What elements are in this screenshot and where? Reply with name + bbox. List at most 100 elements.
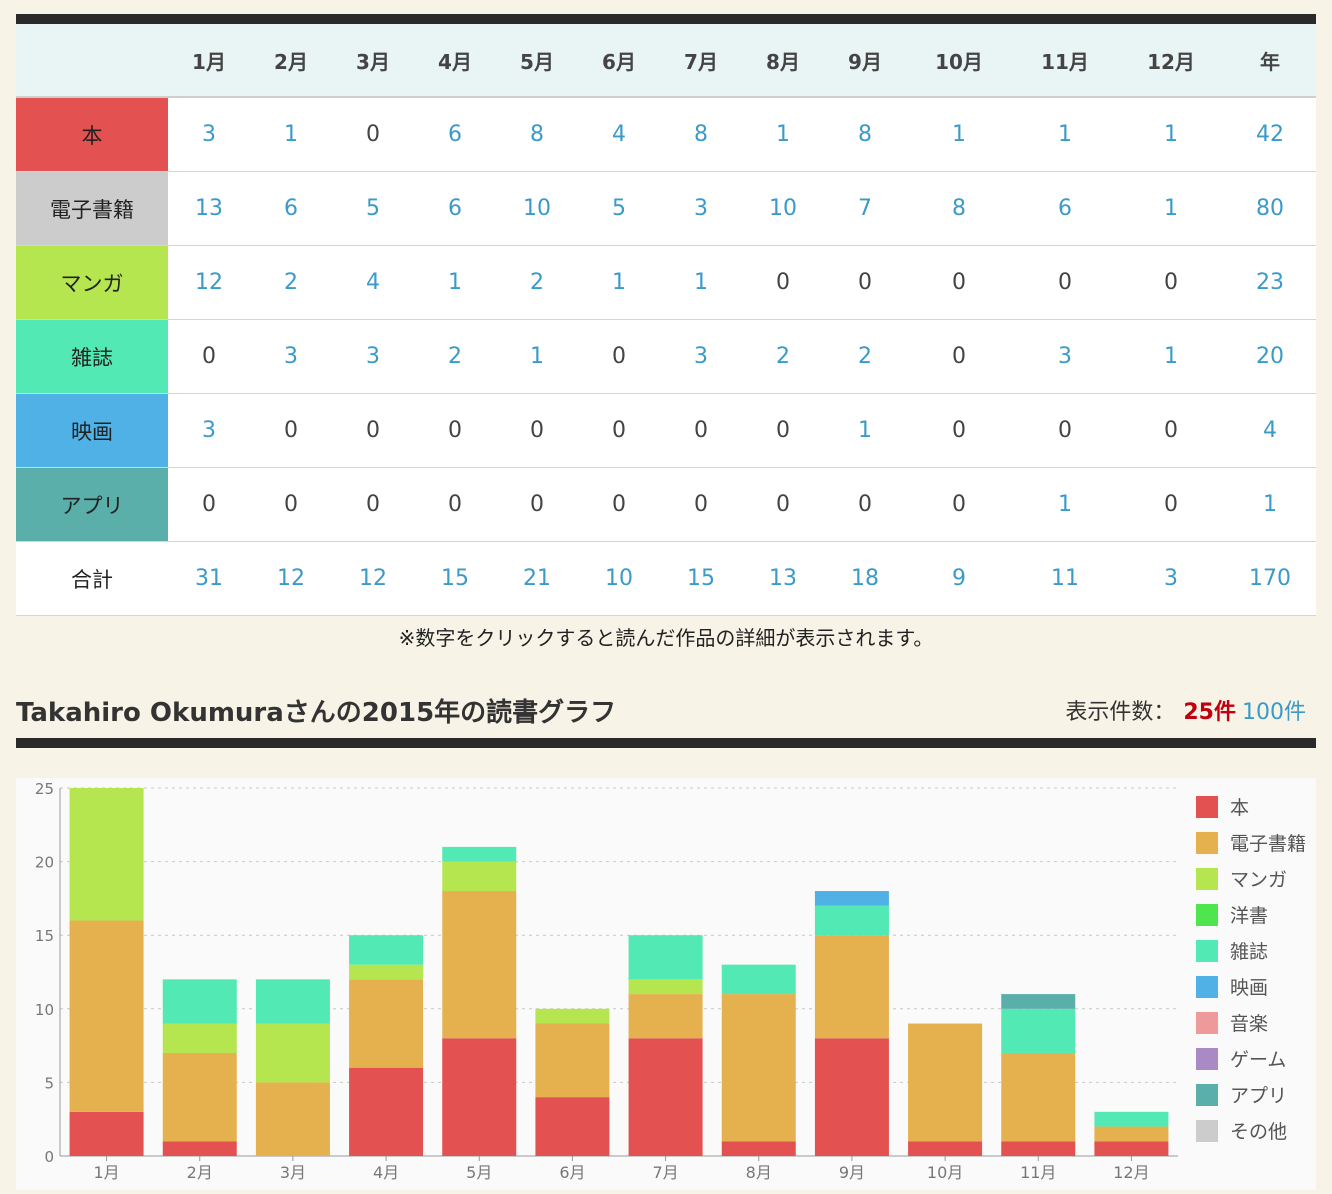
legend-swatch [1196,868,1218,890]
count-cell: 0 [1118,467,1224,542]
count-cell[interactable]: 1 [578,245,660,320]
count-cell[interactable]: 7 [824,171,906,246]
count-cell: 0 [168,319,250,394]
bar-segment [1094,1141,1169,1156]
count-cell[interactable]: 1 [660,245,742,320]
click-hint-note: ※数字をクリックすると読んだ作品の詳細が表示されます。 [398,626,934,650]
bar-segment [908,1023,983,1142]
x-tick-label: 12月 [1113,1163,1149,1182]
count-cell[interactable]: 5 [332,171,414,246]
bar-segment [162,1023,237,1053]
count-cell[interactable]: 1 [1224,467,1316,542]
reading-chart: 0 5 10 15 20 25 1月 2月 3月 4月 5月 6月 7月 8月 9月 10月 11月 12月 本電子… [16,778,1316,1190]
count-cell[interactable]: 13 [168,171,250,246]
count-cell[interactable]: 11 [1012,541,1118,616]
count-cell[interactable]: 3 [250,319,332,394]
count-cell[interactable]: 15 [414,541,496,616]
count-option-25: 25件 [1183,700,1236,725]
count-cell[interactable]: 12 [332,541,414,616]
count-cell[interactable]: 21 [496,541,578,616]
count-cell[interactable]: 6 [250,171,332,246]
count-cell[interactable]: 6 [1012,171,1118,246]
count-cell[interactable]: 80 [1224,171,1316,246]
bar-segment [814,935,889,1039]
count-cell[interactable]: 42 [1224,97,1316,172]
count-cell[interactable]: 2 [250,245,332,320]
count-cell[interactable]: 4 [578,97,660,172]
count-cell: 0 [496,467,578,542]
count-cell[interactable]: 1 [824,393,906,468]
count-cell[interactable]: 8 [906,171,1012,246]
legend-swatch [1196,940,1218,962]
count-cell[interactable]: 1 [250,97,332,172]
bar-segment [255,979,330,1024]
count-cell[interactable]: 8 [496,97,578,172]
count-cell[interactable]: 31 [168,541,250,616]
count-cell[interactable]: 2 [414,319,496,394]
count-cell[interactable]: 3 [1118,541,1224,616]
count-cell[interactable]: 3 [168,97,250,172]
category-label: 雑誌 [16,319,168,394]
bar-segment [814,905,889,936]
bar-segment [162,1141,237,1156]
count-cell: 0 [332,393,414,468]
bar-segment [628,935,703,980]
count-cell[interactable]: 10 [496,171,578,246]
count-cell[interactable]: 4 [332,245,414,320]
count-cell[interactable]: 9 [906,541,1012,616]
count-cell[interactable]: 1 [414,245,496,320]
count-cell: 0 [1012,393,1118,468]
bar-segment [721,1141,796,1156]
count-cell[interactable]: 1 [742,97,824,172]
top-divider [16,14,1316,24]
count-option-100[interactable]: 100件 [1242,700,1306,725]
count-cell[interactable]: 10 [578,541,660,616]
count-cell[interactable]: 8 [660,97,742,172]
count-cell[interactable]: 8 [824,97,906,172]
count-cell[interactable]: 12 [250,541,332,616]
count-cell[interactable]: 1 [496,319,578,394]
count-cell[interactable]: 15 [660,541,742,616]
legend-swatch [1196,976,1218,998]
count-cell[interactable]: 6 [414,97,496,172]
count-cell: 0 [1118,393,1224,468]
count-cell[interactable]: 6 [414,171,496,246]
column-header: 5月 [496,24,578,98]
count-cell[interactable]: 2 [496,245,578,320]
count-cell[interactable]: 1 [1118,97,1224,172]
count-cell[interactable]: 3 [332,319,414,394]
count-cell: 0 [1118,245,1224,320]
stacked-bar-chart: 0 5 10 15 20 25 1月 2月 3月 4月 5月 6月 7月 8月 9月 10月 11月 12月 本電子… [35,780,1306,1182]
category-label: 合計 [16,541,168,616]
count-cell[interactable]: 2 [824,319,906,394]
count-cell: 0 [578,393,660,468]
count-cell[interactable]: 1 [1118,319,1224,394]
count-cell: 0 [906,393,1012,468]
column-header: 4月 [414,24,496,98]
count-cell[interactable]: 3 [660,171,742,246]
count-cell[interactable]: 1 [1118,171,1224,246]
header-corner [16,24,168,98]
count-cell[interactable]: 20 [1224,319,1316,394]
legend-swatch [1196,1120,1218,1142]
count-cell[interactable]: 2 [742,319,824,394]
count-cell[interactable]: 1 [1012,467,1118,542]
count-cell[interactable]: 1 [1012,97,1118,172]
count-cell[interactable]: 170 [1224,541,1316,616]
count-cell[interactable]: 13 [742,541,824,616]
count-cell[interactable]: 3 [660,319,742,394]
count-cell[interactable]: 10 [742,171,824,246]
count-cell[interactable]: 1 [906,97,1012,172]
count-cell: 0 [742,393,824,468]
count-cell[interactable]: 23 [1224,245,1316,320]
legend-label: 映画 [1230,977,1268,999]
bar-segment [162,979,237,1024]
count-cell[interactable]: 3 [168,393,250,468]
count-cell[interactable]: 18 [824,541,906,616]
count-cell[interactable]: 12 [168,245,250,320]
count-cell[interactable]: 4 [1224,393,1316,468]
count-cell[interactable]: 5 [578,171,660,246]
bar-segment [255,1023,330,1083]
count-cell[interactable]: 3 [1012,319,1118,394]
